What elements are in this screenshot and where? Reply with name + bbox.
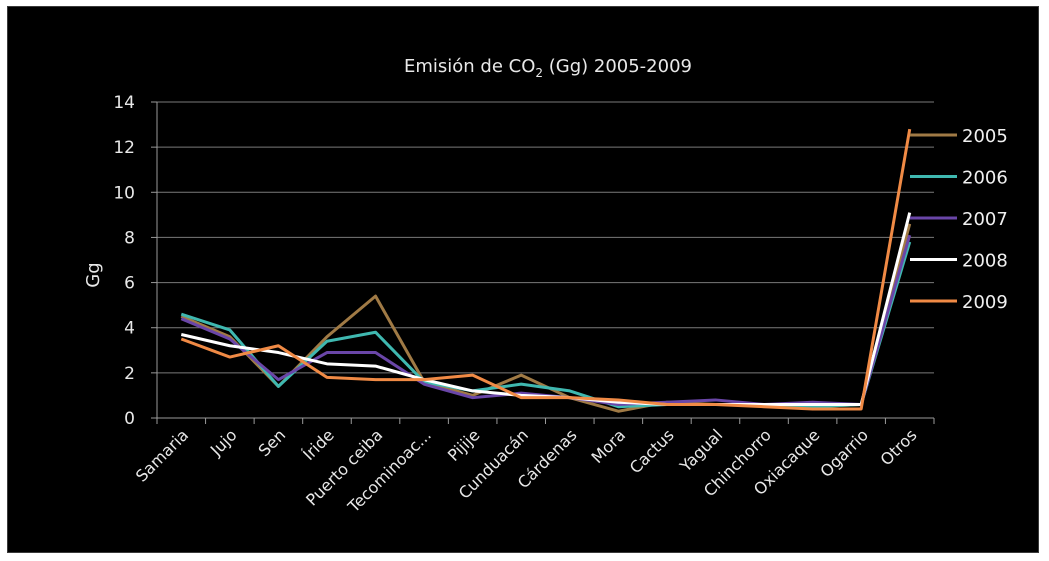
series-line-2009 <box>180 128 912 411</box>
legend-label-2008: 2008 <box>962 251 1008 272</box>
legend-label-2006: 2006 <box>962 168 1008 189</box>
x-tick-label: Sen <box>254 425 289 460</box>
series-line-2005 <box>180 223 912 413</box>
x-tick-label: Cactus <box>626 425 678 477</box>
legend-label-2007: 2007 <box>962 209 1008 230</box>
series-line-2006 <box>180 241 912 409</box>
x-tick-label: Otros <box>877 425 921 469</box>
series-lines <box>180 128 912 413</box>
y-tick-label: 2 <box>124 364 135 384</box>
y-tick-label: 14 <box>113 93 135 113</box>
y-tick-label: 10 <box>113 183 135 203</box>
chart-title: Emisión de CO2 (Gg) 2005-2009 <box>404 56 692 80</box>
y-tick-label: 6 <box>124 274 135 294</box>
legend-label-2009: 2009 <box>962 292 1008 313</box>
x-tick-label: Pijije <box>444 425 484 465</box>
x-tick-label: Samaria <box>132 425 192 485</box>
x-tick-label: Tecominoac... <box>343 425 434 516</box>
gridlines <box>157 101 934 374</box>
x-tick-label: Íride <box>299 425 338 464</box>
y-tick-label: 0 <box>124 409 135 429</box>
x-tick-label: Ogarrio <box>816 425 872 481</box>
y-tick-label: 4 <box>124 319 135 339</box>
legend: 2005 2006 2007 2008 2009 <box>910 126 1008 313</box>
series-line-2007 <box>180 234 912 406</box>
chart-frame <box>7 6 1039 553</box>
y-axis-label: Gg <box>83 262 104 287</box>
x-tick-label: Jujo <box>206 425 241 460</box>
y-tick-label: 8 <box>124 228 135 248</box>
axes <box>151 101 935 424</box>
x-tick-label: Mora <box>587 425 629 467</box>
y-tick-label: 12 <box>113 138 135 158</box>
y-tick-labels: 0 2 4 6 8 10 12 14 <box>113 93 135 429</box>
legend-label-2005: 2005 <box>962 126 1008 147</box>
